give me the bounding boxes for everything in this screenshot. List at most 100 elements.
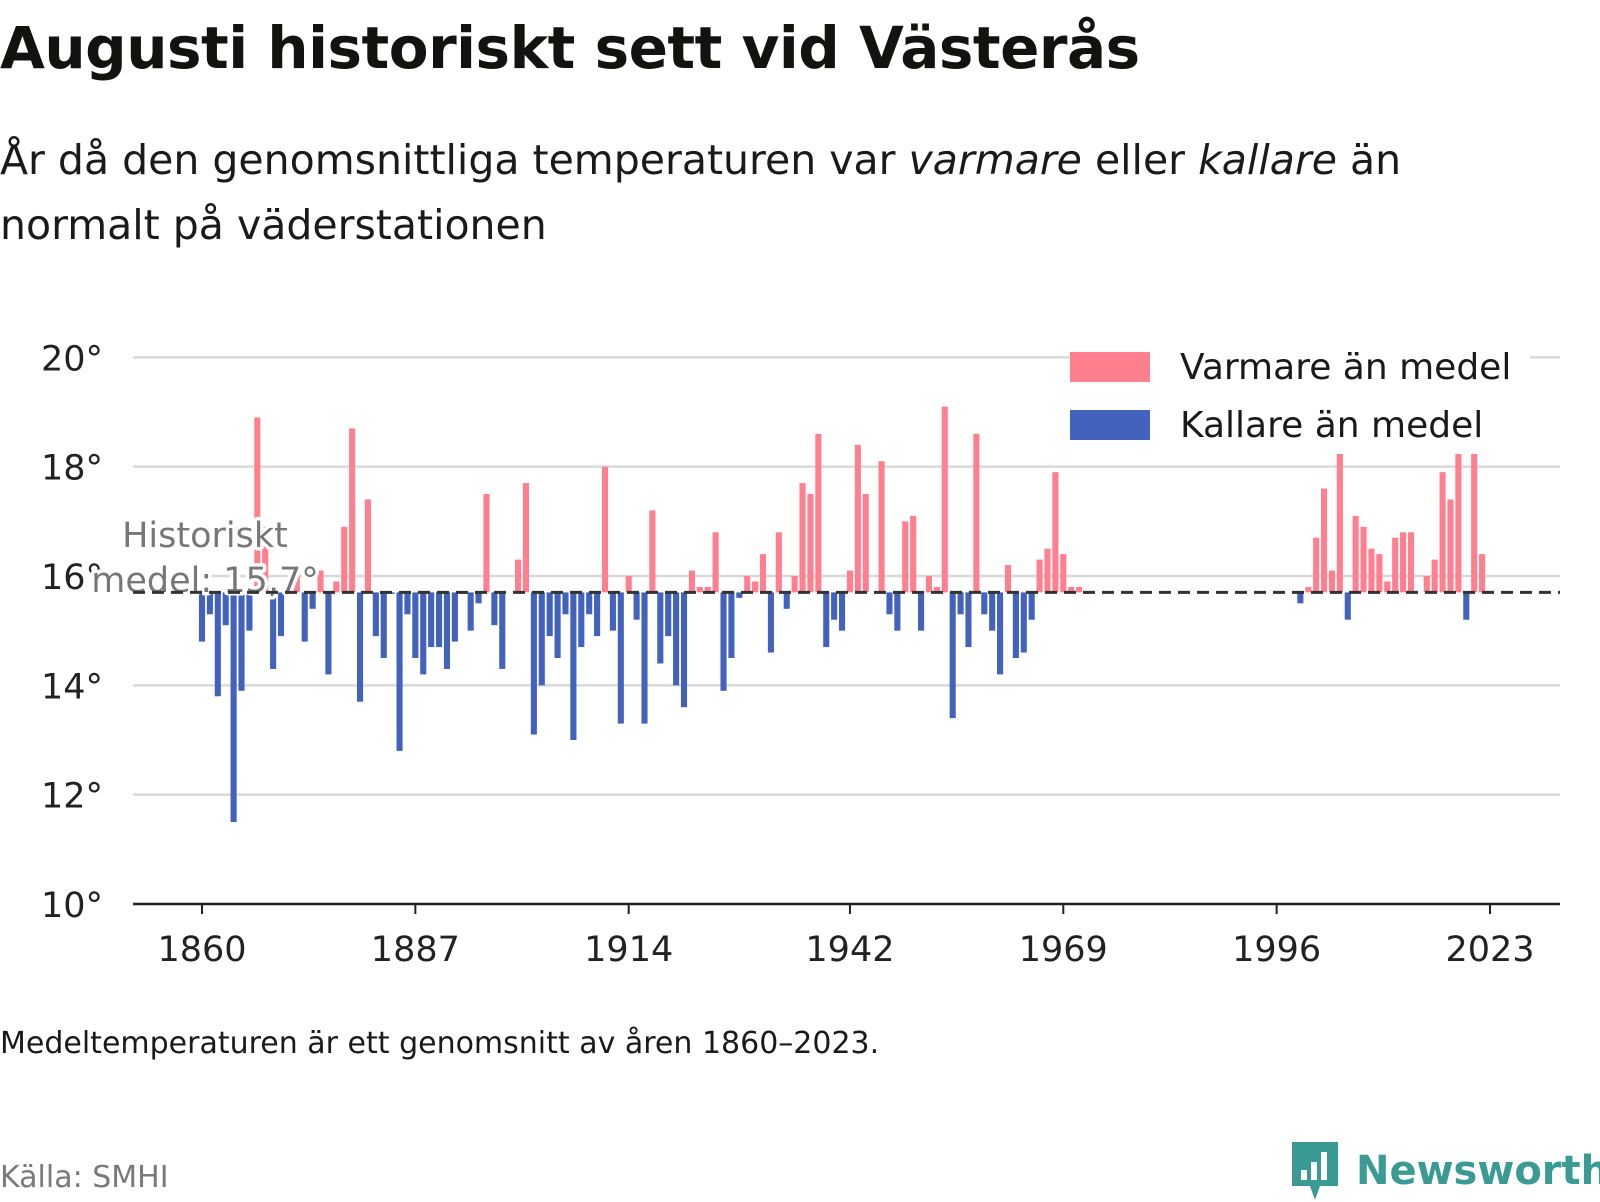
bar-warm	[791, 576, 798, 593]
bar-cold	[1012, 592, 1019, 658]
bar-warm	[1384, 581, 1391, 593]
bar-warm	[364, 499, 371, 593]
legend-swatch-cold	[1070, 410, 1150, 440]
bar-cold	[1020, 592, 1027, 653]
bar-warm	[483, 494, 490, 593]
source-label: Källa: SMHI	[0, 1160, 169, 1195]
bar-warm	[1392, 537, 1399, 593]
bar-cold	[309, 592, 316, 609]
bar-cold	[728, 592, 735, 658]
bar-cold	[570, 592, 577, 740]
y-tick-label: 12°	[41, 777, 103, 817]
x-tick-label: 1942	[805, 930, 894, 970]
bar-cold	[428, 592, 435, 648]
bar-cold	[586, 592, 593, 615]
bar-cold	[673, 592, 680, 686]
bar-warm	[712, 532, 719, 593]
bar-cold	[981, 592, 988, 615]
bar-warm	[1060, 554, 1067, 593]
bar-cold	[997, 592, 1004, 675]
x-tick-label: 1914	[584, 930, 673, 970]
bar-warm	[1352, 515, 1359, 593]
mean-annotation-line-1: Historiskt	[122, 516, 288, 556]
bar-warm	[1336, 450, 1343, 593]
subtitle-part-2: eller	[1081, 136, 1199, 184]
bar-warm	[696, 586, 703, 593]
bar-warm	[254, 417, 261, 593]
bar-cold	[657, 592, 664, 664]
bar-warm	[1479, 554, 1486, 593]
bar-warm	[1068, 586, 1075, 593]
subtitle-part-1: År då den genomsnittliga temperaturen va…	[0, 136, 909, 184]
bar-cold	[831, 592, 838, 620]
y-tick-label: 16°	[41, 558, 103, 598]
bar-warm	[1321, 488, 1328, 593]
legend-label-cold: Kallare än medel	[1180, 404, 1484, 446]
chart-title: Augusti historiskt sett vid Västerås	[0, 14, 1140, 82]
x-tick-label: 1887	[371, 930, 460, 970]
bar-cold	[277, 592, 285, 637]
bar-cold	[594, 592, 601, 637]
bar-warm	[744, 576, 751, 593]
bar-cold	[530, 592, 537, 735]
bar-warm	[807, 494, 814, 593]
bar-warm	[878, 461, 885, 593]
subtitle-part-3: än normalt på väderstationen	[0, 136, 1402, 249]
bar-cold	[617, 592, 624, 724]
bar-warm	[293, 565, 300, 593]
footnote: Medeltemperaturen är ett genomsnitt av å…	[0, 1026, 880, 1061]
bar-warm	[349, 428, 356, 593]
bar-cold	[720, 592, 727, 691]
bar-cold	[767, 592, 774, 653]
bar-cold	[356, 592, 364, 702]
bar-cold	[783, 592, 790, 609]
bar-cold	[230, 592, 237, 822]
legend-item-cold: Kallare än medel	[1070, 396, 1530, 454]
bar-cold	[475, 592, 482, 604]
bar-cold	[372, 592, 379, 637]
bar-cold	[989, 592, 996, 631]
y-tick-label: 18°	[41, 449, 103, 489]
bar-warm	[262, 526, 269, 593]
y-tick-label: 10°	[41, 886, 103, 926]
bar-cold	[222, 592, 229, 626]
bar-warm	[601, 466, 609, 593]
x-tick-label: 2023	[1445, 930, 1534, 970]
brand-logo: Newsworthy	[1290, 1140, 1600, 1202]
bar-cold	[325, 592, 332, 675]
bar-cold	[238, 592, 245, 691]
bar-cold	[1463, 592, 1470, 620]
bar-warm	[1004, 565, 1012, 593]
bar-warm	[1368, 548, 1375, 593]
bar-cold	[562, 592, 569, 615]
bar-warm	[1439, 472, 1446, 593]
bar-warm	[1447, 499, 1454, 593]
x-tick-label: 1996	[1232, 930, 1321, 970]
bar-cold	[436, 592, 443, 648]
bar-warm	[933, 586, 940, 593]
brand-name: Newsworthy	[1356, 1148, 1600, 1194]
bar-cold	[838, 592, 846, 631]
bar-warm	[1431, 559, 1438, 593]
bar-warm	[625, 576, 632, 593]
bar-warm	[341, 526, 348, 593]
y-tick-label: 14°	[41, 667, 103, 707]
bar-warm	[1036, 559, 1043, 593]
y-tick-label: 20°	[41, 339, 103, 379]
bar-warm	[1360, 526, 1367, 593]
bar-warm	[752, 581, 759, 593]
bar-warm	[688, 570, 695, 593]
bar-cold	[641, 592, 648, 724]
bar-warm	[1400, 532, 1407, 593]
bar-cold	[491, 592, 498, 626]
bar-warm	[1423, 576, 1430, 593]
legend: Varmare än medel Kallare än medel	[1070, 338, 1530, 454]
bar-cold	[736, 592, 743, 598]
subtitle-cold-word: kallare	[1198, 136, 1337, 184]
bar-cold	[451, 592, 458, 642]
x-tick-label: 1860	[157, 930, 246, 970]
bar-cold	[198, 592, 206, 642]
mean-annotation-line-2: medel: 15,7°	[91, 561, 318, 601]
